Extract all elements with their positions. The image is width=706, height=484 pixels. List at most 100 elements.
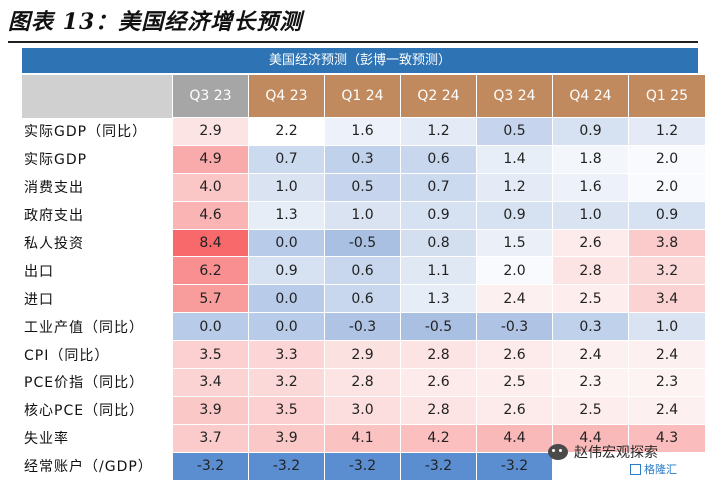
data-cell: 0.3 bbox=[324, 144, 401, 174]
data-cell: 2.8 bbox=[552, 256, 629, 285]
data-cell: -3.2 bbox=[476, 451, 553, 480]
data-cell: -3.2 bbox=[248, 451, 325, 480]
table-row: 消费支出 4.0 1.0 0.5 0.7 1.2 1.6 2.0 bbox=[22, 172, 705, 202]
data-cell: 3.4 bbox=[628, 284, 705, 313]
data-cell: 4.3 bbox=[628, 423, 705, 453]
wechat-icon bbox=[548, 444, 568, 460]
data-cell: 2.6 bbox=[476, 395, 553, 425]
data-cell: 0.9 bbox=[552, 117, 629, 146]
row-label: CPI（同比） bbox=[22, 340, 173, 369]
column-header: Q4 24 bbox=[552, 75, 629, 118]
data-cell: 0.5 bbox=[476, 117, 553, 146]
data-cell: 1.3 bbox=[248, 200, 325, 230]
data-cell: 3.8 bbox=[628, 228, 705, 257]
column-header: Q1 25 bbox=[628, 75, 705, 118]
data-cell: 1.2 bbox=[628, 117, 705, 146]
data-cell: 3.0 bbox=[324, 395, 401, 425]
data-cell: 3.2 bbox=[628, 256, 705, 285]
data-cell: 1.6 bbox=[552, 172, 629, 202]
table-row: CPI（同比） 3.5 3.3 2.9 2.8 2.6 2.4 2.4 bbox=[22, 340, 705, 369]
row-label: 政府支出 bbox=[22, 201, 173, 230]
data-cell: 0.9 bbox=[248, 256, 325, 285]
column-header: Q4 23 bbox=[248, 75, 325, 118]
table-row: 私人投资 8.4 0.0 -0.5 0.8 1.5 2.6 3.8 bbox=[22, 228, 705, 257]
data-cell: 0.9 bbox=[400, 200, 477, 230]
row-label: 失业率 bbox=[22, 424, 173, 453]
data-cell: 2.4 bbox=[476, 284, 553, 313]
table-row: 实际GDP（同比） 2.9 2.2 1.6 1.2 0.5 0.9 1.2 bbox=[22, 117, 705, 146]
table-row: 核心PCE（同比） 3.9 3.5 3.0 2.8 2.6 2.5 2.4 bbox=[22, 395, 705, 425]
data-cell: 2.9 bbox=[324, 340, 401, 369]
table-row: 实际GDP 4.9 0.7 0.3 0.6 1.4 1.8 2.0 bbox=[22, 144, 705, 174]
data-cell: 2.2 bbox=[248, 117, 325, 146]
header-corner bbox=[22, 75, 173, 118]
table-row: PCE价指（同比） 3.4 3.2 2.8 2.6 2.5 2.3 2.3 bbox=[22, 368, 705, 397]
page-title: 图表 13：美国经济增长预测 bbox=[8, 9, 303, 35]
data-cell: -0.3 bbox=[324, 312, 401, 341]
data-cell: -3.2 bbox=[172, 451, 249, 480]
data-cell: -0.5 bbox=[400, 312, 477, 341]
row-label: 经常账户（/GDP） bbox=[22, 452, 173, 480]
table-banner: 美国经济预测（彭博一致预测） bbox=[22, 48, 698, 73]
data-cell: 2.8 bbox=[324, 368, 401, 397]
data-cell: 0.0 bbox=[248, 312, 325, 341]
data-cell: 2.3 bbox=[552, 368, 629, 397]
row-label: PCE价指（同比） bbox=[22, 368, 173, 397]
data-cell: 4.4 bbox=[476, 423, 553, 453]
table-row: 进口 5.7 0.0 0.6 1.3 2.4 2.5 3.4 bbox=[22, 284, 705, 313]
data-cell: 0.7 bbox=[248, 144, 325, 174]
data-cell: 2.4 bbox=[552, 340, 629, 369]
data-cell: 1.4 bbox=[476, 144, 553, 174]
table-row: 经常账户（/GDP） -3.2 -3.2 -3.2 -3.2 -3.2 bbox=[22, 451, 705, 480]
data-cell: -3.2 bbox=[324, 451, 401, 480]
data-cell: 2.0 bbox=[628, 144, 705, 174]
title-divider bbox=[8, 41, 698, 43]
data-cell: 3.5 bbox=[248, 395, 325, 425]
data-cell: 3.7 bbox=[172, 423, 249, 453]
data-cell: 2.0 bbox=[628, 172, 705, 202]
table-row: 政府支出 4.6 1.3 1.0 0.9 0.9 1.0 0.9 bbox=[22, 200, 705, 230]
data-cell: -3.2 bbox=[400, 451, 477, 480]
data-cell: 0.0 bbox=[172, 312, 249, 341]
data-cell: 4.4 bbox=[552, 423, 629, 453]
data-cell: 1.0 bbox=[248, 172, 325, 202]
data-cell: 3.2 bbox=[248, 368, 325, 397]
column-header: Q3 23 bbox=[172, 75, 249, 118]
data-cell: 0.8 bbox=[400, 228, 477, 257]
data-cell: 1.8 bbox=[552, 144, 629, 174]
data-cell: 2.5 bbox=[476, 368, 553, 397]
row-label: 出口 bbox=[22, 256, 173, 285]
data-cell: 1.0 bbox=[324, 200, 401, 230]
table-row: 工业产值（同比） 0.0 0.0 -0.3 -0.5 -0.3 0.3 1.0 bbox=[22, 312, 705, 341]
data-cell: 3.5 bbox=[172, 340, 249, 369]
data-cell: 1.0 bbox=[628, 312, 705, 341]
data-cell: 4.0 bbox=[172, 172, 249, 202]
row-label: 实际GDP（同比） bbox=[22, 117, 173, 146]
column-header: Q2 24 bbox=[400, 75, 477, 118]
data-cell: -0.3 bbox=[476, 312, 553, 341]
column-header: Q1 24 bbox=[324, 75, 401, 118]
data-cell: 0.5 bbox=[324, 172, 401, 202]
row-label: 进口 bbox=[22, 284, 173, 313]
data-cell: 4.2 bbox=[400, 423, 477, 453]
forecast-table: Q3 23 Q4 23 Q1 24 Q2 24 Q3 24 Q4 24 Q1 25 实际GD… bbox=[22, 75, 705, 480]
data-cell: 0.0 bbox=[248, 284, 325, 313]
source-logo-text: 格隆汇 bbox=[644, 463, 677, 476]
data-cell: 2.8 bbox=[400, 340, 477, 369]
data-cell: 2.4 bbox=[628, 340, 705, 369]
data-cell: 2.5 bbox=[552, 395, 629, 425]
data-cell: 2.4 bbox=[628, 395, 705, 425]
data-cell: 3.3 bbox=[248, 340, 325, 369]
data-cell: 3.9 bbox=[172, 395, 249, 425]
column-header: Q3 24 bbox=[476, 75, 553, 118]
data-cell: 2.8 bbox=[400, 395, 477, 425]
watermark-text: 赵伟宏观探索 bbox=[574, 445, 658, 461]
row-label: 私人投资 bbox=[22, 229, 173, 257]
data-cell: 2.6 bbox=[476, 340, 553, 369]
data-cell: 4.9 bbox=[172, 144, 249, 174]
row-label: 实际GDP bbox=[22, 145, 173, 174]
table-body: 实际GDP（同比） 2.9 2.2 1.6 1.2 0.5 0.9 1.2 实际GDP 4.9 0.… bbox=[22, 117, 705, 480]
data-cell: 2.0 bbox=[476, 256, 553, 285]
data-cell: 4.1 bbox=[324, 423, 401, 453]
data-cell: 4.6 bbox=[172, 200, 249, 230]
